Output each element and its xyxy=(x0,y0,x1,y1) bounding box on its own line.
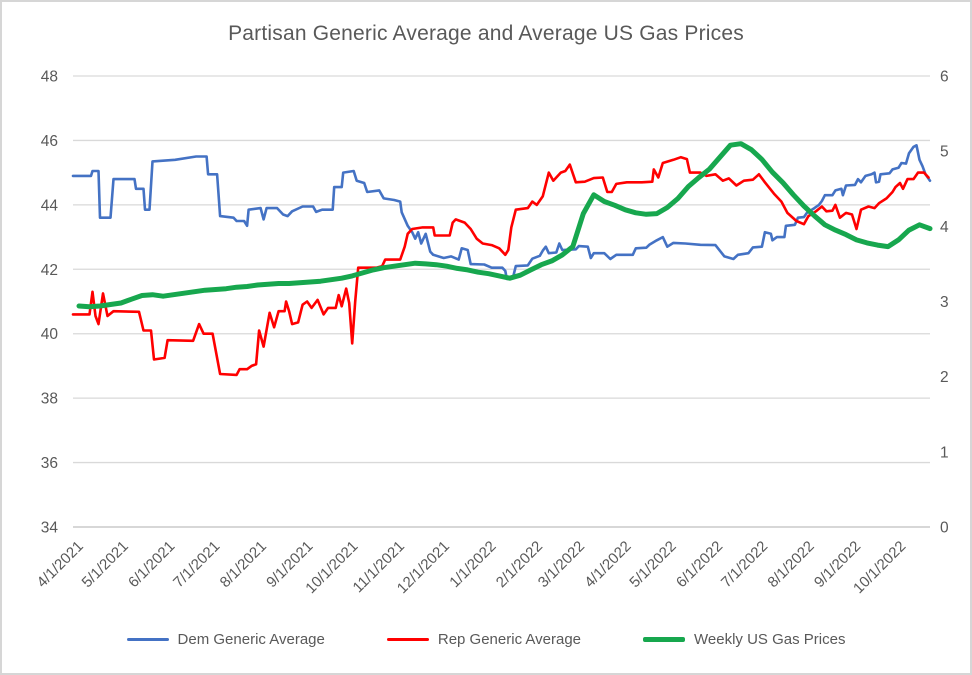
y-left-tick-40: 40 xyxy=(41,326,59,343)
y-right-tick-5: 5 xyxy=(940,144,949,161)
rep-line-swatch-icon xyxy=(386,638,429,641)
y-right-tick-4: 4 xyxy=(940,219,949,236)
y-right-tick-0: 0 xyxy=(940,520,949,537)
y-left-tick-36: 36 xyxy=(41,455,58,472)
series-line-0 xyxy=(71,144,932,281)
x-tick-1/1/2022: 1/1/2022 xyxy=(446,538,499,591)
x-tick-5/1/2021: 5/1/2021 xyxy=(79,538,132,591)
y-left-tick-48: 48 xyxy=(41,69,58,86)
legend-label-rep: Rep Generic Average xyxy=(437,631,582,648)
y-right-tick-3: 3 xyxy=(940,294,949,311)
series-line-1 xyxy=(71,155,930,377)
x-tick-6/1/2021: 6/1/2021 xyxy=(125,538,178,591)
x-tick-7/1/2021: 7/1/2021 xyxy=(170,538,223,591)
y-left-tick-46: 46 xyxy=(41,133,58,150)
x-tick-4/1/2021: 4/1/2021 xyxy=(34,538,87,591)
legend-label-dem: Dem Generic Average xyxy=(177,631,325,648)
chart-plot-area: 343638404244464801234564/1/20215/1/20216… xyxy=(34,69,949,598)
x-tick-8/1/2021: 8/1/2021 xyxy=(217,538,270,591)
dem-line-swatch-icon xyxy=(126,638,169,641)
chart-title: Partisan Generic Average and Average US … xyxy=(228,22,744,45)
x-tick-7/1/2022: 7/1/2022 xyxy=(718,538,771,591)
x-tick-3/1/2022: 3/1/2022 xyxy=(535,538,588,591)
legend-label-gas: Weekly US Gas Prices xyxy=(694,631,846,648)
series-line-2 xyxy=(76,141,933,310)
x-tick-8/1/2022: 8/1/2022 xyxy=(764,538,817,591)
y-right-tick-6: 6 xyxy=(940,69,949,86)
legend-item-dem: Dem Generic Average xyxy=(126,631,325,648)
y-left-tick-34: 34 xyxy=(41,520,59,537)
y-left-tick-44: 44 xyxy=(41,197,59,214)
gas-line-swatch-icon xyxy=(643,637,686,642)
x-tick-5/1/2022: 5/1/2022 xyxy=(626,538,679,591)
y-left-tick-42: 42 xyxy=(41,262,58,279)
y-right-tick-1: 1 xyxy=(940,444,949,461)
x-tick-6/1/2022: 6/1/2022 xyxy=(673,538,726,591)
chart-legend: Dem Generic Average Rep Generic Average … xyxy=(0,631,972,648)
legend-item-rep: Rep Generic Average xyxy=(386,631,582,648)
y-left-tick-38: 38 xyxy=(41,391,58,408)
legend-item-gas: Weekly US Gas Prices xyxy=(643,631,845,648)
y-right-tick-2: 2 xyxy=(940,369,949,386)
x-tick-4/1/2022: 4/1/2022 xyxy=(581,538,634,591)
